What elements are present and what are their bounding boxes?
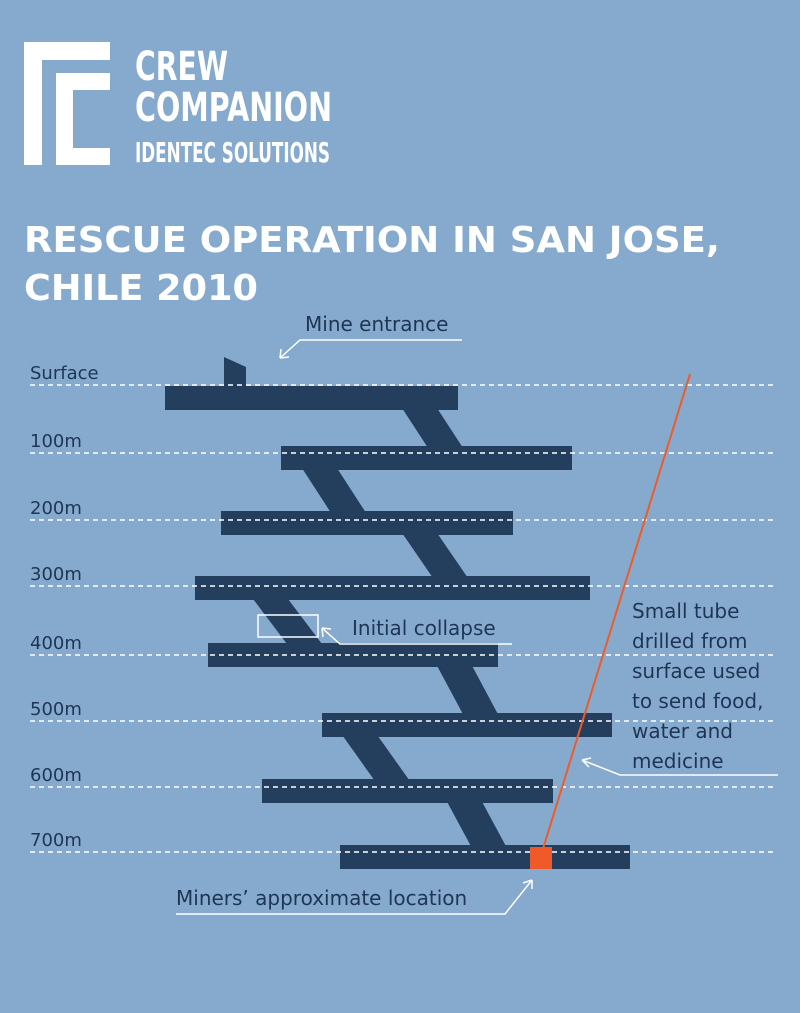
annotation: Mine entrance [305, 312, 448, 336]
drill-tube [541, 373, 691, 853]
title-line: RESCUE OPERATION IN SAN JOSE, [24, 220, 720, 261]
tube-note-line: medicine [632, 749, 724, 773]
depth-label: 700m [30, 830, 82, 851]
annotation: Initial collapse [352, 616, 496, 640]
depth-levels: Surface 100m 200m 300m 400m 500m 600m 700m [30, 363, 775, 853]
arrow [176, 879, 533, 915]
arrow [581, 757, 778, 776]
depth-label: 400m [30, 633, 82, 654]
depth-label: 200m [30, 498, 82, 519]
tube-note-line: water and [632, 719, 733, 743]
miners-marker [530, 847, 552, 869]
depth-label: 600m [30, 765, 82, 786]
arrow [279, 339, 462, 359]
logo-line3: IDENTEC SOLUTIONS [135, 136, 330, 169]
depth-label: 100m [30, 431, 82, 452]
mine-shafts [165, 357, 630, 869]
logo-line2: COMPANION [135, 85, 332, 131]
tube-note-line: to send food, [632, 689, 763, 713]
annotation: Miners’ approximate location [176, 886, 467, 910]
arrow [321, 627, 512, 645]
tube-note-line: surface used [632, 659, 760, 683]
logo-line1: CREW [135, 44, 228, 90]
depth-label: 300m [30, 564, 82, 585]
tube-note-line: Small tube [632, 599, 739, 623]
tube-note: Small tube drilled from surface used to sen… [632, 599, 763, 773]
tube-note-line: drilled from [632, 629, 748, 653]
logo-mark [24, 42, 110, 165]
title-line: CHILE 2010 [24, 268, 258, 309]
collapse-box [257, 614, 319, 638]
depth-label: Surface [30, 363, 99, 384]
depth-label: 500m [30, 699, 82, 720]
